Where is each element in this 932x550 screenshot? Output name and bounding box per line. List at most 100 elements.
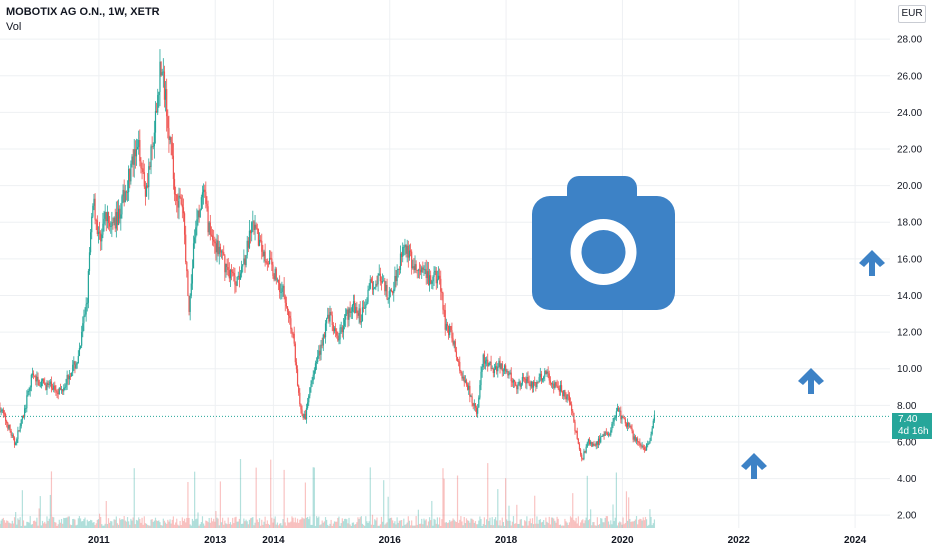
candle-body <box>249 230 252 234</box>
candle-body <box>525 378 527 384</box>
volume-bar <box>621 524 623 528</box>
candle-body <box>139 140 141 162</box>
candle-body <box>223 252 225 256</box>
candle-body <box>218 246 220 255</box>
volume-bar <box>511 521 513 528</box>
candle-body <box>87 270 89 303</box>
candle-body <box>435 270 437 284</box>
time-axis[interactable]: 2011 2013 2014 2016 2018 2020 2022 2024 <box>88 535 867 546</box>
candle-body <box>358 308 360 316</box>
candle-body <box>227 267 229 271</box>
volume-bar <box>332 523 334 528</box>
volume-bar <box>404 524 406 528</box>
volume-bar <box>78 516 81 528</box>
candle-body <box>509 372 511 375</box>
volume-bar <box>248 519 251 528</box>
volume-bar <box>101 524 103 528</box>
volume-bar <box>116 523 119 528</box>
volume-bar <box>323 521 326 528</box>
volume-bar <box>338 516 340 528</box>
volume-bar <box>318 516 320 528</box>
candle-body <box>592 443 594 447</box>
currency-button[interactable]: EUR <box>898 5 926 23</box>
candle-body <box>528 381 530 385</box>
candle-body <box>84 314 86 316</box>
candle-body <box>422 267 424 270</box>
candle-body <box>414 264 416 271</box>
candle-body <box>399 253 402 270</box>
candle-body <box>6 421 8 424</box>
volume-bar <box>557 518 559 528</box>
candle-body <box>304 413 306 420</box>
candle-body <box>524 378 526 380</box>
volume-bar <box>102 525 104 528</box>
volume-bar <box>168 521 170 528</box>
volume-bar <box>489 517 491 528</box>
candle-body <box>101 234 103 242</box>
volume-bar <box>480 519 482 528</box>
candle-body <box>503 365 506 371</box>
candle-body <box>468 385 470 390</box>
grid-lines <box>0 0 890 528</box>
candle-body <box>539 373 541 378</box>
candle-body <box>200 197 202 210</box>
volume-bar <box>280 523 282 528</box>
candle-body <box>437 275 440 280</box>
volume-bar <box>375 520 377 528</box>
volume-bar <box>115 516 117 528</box>
volume-bar <box>16 524 18 528</box>
candle-body <box>172 155 174 179</box>
volume-bar <box>253 525 255 528</box>
volume-bar <box>468 520 470 528</box>
volume-bar <box>346 519 348 528</box>
candle-body <box>454 341 456 352</box>
candle-body <box>321 344 323 346</box>
volume-bar <box>377 525 379 528</box>
candle-body <box>386 285 388 300</box>
x-tick-label: 2020 <box>611 535 634 546</box>
volume-bar <box>528 521 530 528</box>
volume-bar <box>9 523 11 528</box>
candle-body <box>24 408 26 418</box>
candle-body <box>202 189 205 193</box>
volume-bar <box>512 516 515 528</box>
volume-bar <box>452 518 454 528</box>
candle-body <box>566 394 568 400</box>
candle-body <box>428 275 431 286</box>
candle-body <box>83 315 85 324</box>
candle-body <box>423 269 425 271</box>
candle-body <box>211 235 214 240</box>
candle-body <box>252 221 254 223</box>
price-axis[interactable]: 2.00 4.00 6.00 8.00 10.00 12.00 14.00 16.00 18.0… <box>897 35 922 522</box>
volume-bar <box>644 516 647 528</box>
volume-bar <box>590 509 592 528</box>
volume-bar <box>368 521 370 528</box>
candle-body <box>140 161 142 169</box>
candle-body <box>376 283 378 285</box>
volume-bar <box>213 518 215 528</box>
bar-countdown: 4d 16h <box>898 426 929 437</box>
volume-bar <box>211 521 214 528</box>
volume-bar <box>69 524 72 528</box>
candle-body <box>168 128 170 141</box>
candle-body <box>565 396 567 400</box>
volume-bar <box>460 516 462 528</box>
candle-body <box>215 243 217 253</box>
candle-body <box>552 383 554 385</box>
candle-body <box>407 245 409 258</box>
candle-body <box>456 356 459 362</box>
candle-body <box>18 430 20 432</box>
candle-body <box>522 377 525 379</box>
volume-bar <box>572 493 574 528</box>
volume-bar <box>619 521 621 528</box>
candle-body <box>547 371 549 374</box>
volume-bar <box>365 516 367 528</box>
candle-body <box>397 269 399 271</box>
candle-body <box>315 361 318 364</box>
candle-body <box>124 191 126 203</box>
volume-bar <box>648 524 650 528</box>
candle-body <box>150 146 152 168</box>
volume-bar <box>612 504 614 528</box>
candle-body <box>564 390 566 397</box>
